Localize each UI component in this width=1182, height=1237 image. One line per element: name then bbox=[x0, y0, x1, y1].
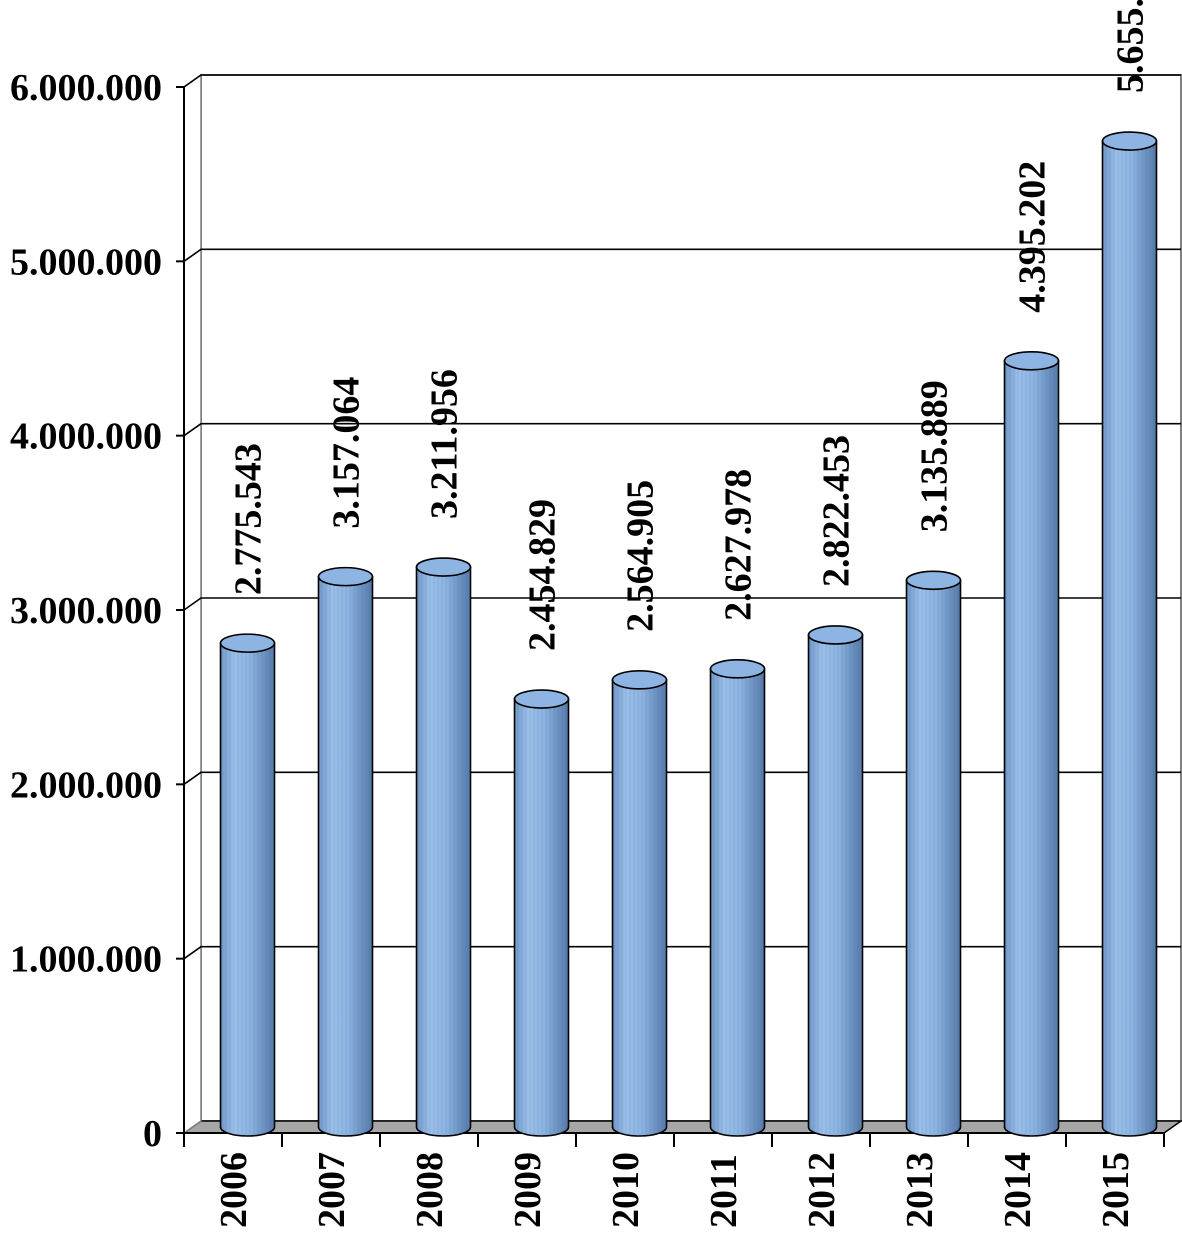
bar-2006 bbox=[219, 633, 276, 1137]
x-tick-label: 2015 bbox=[1095, 1152, 1137, 1228]
bar-texture bbox=[808, 634, 863, 1136]
bars: 2.775.543 3.157.064 3.211.956 2.454.829 2.56… bbox=[219, 0, 1158, 1137]
bar-top bbox=[905, 570, 962, 591]
bar-texture bbox=[1004, 360, 1059, 1136]
x-tick-label: 2012 bbox=[801, 1152, 843, 1228]
y-tick-label: 1.000.000 bbox=[10, 939, 162, 981]
value-label: 3.135.889 bbox=[914, 380, 956, 532]
bar-2014 bbox=[1003, 350, 1060, 1137]
bar-texture bbox=[416, 567, 471, 1136]
y-axis: 0 1.000.000 2.000.000 3.000.000 4.000.000 5.0… bbox=[10, 67, 185, 1155]
bar-2013 bbox=[905, 570, 962, 1137]
bar-2008 bbox=[415, 557, 472, 1137]
bar-top bbox=[807, 625, 864, 645]
gridline bbox=[183, 248, 1181, 262]
bar-top bbox=[611, 670, 668, 690]
value-label: 2.775.543 bbox=[228, 443, 270, 595]
x-tick-label: 2006 bbox=[213, 1152, 255, 1228]
bar-2007 bbox=[317, 566, 374, 1137]
y-tick-label: 4.000.000 bbox=[10, 416, 162, 458]
value-label: 3.157.064 bbox=[326, 377, 368, 529]
bar-top bbox=[1003, 350, 1060, 371]
value-label: 2.454.829 bbox=[522, 499, 564, 651]
bar-texture bbox=[1102, 141, 1157, 1137]
x-axis: 2006 2007 2008 2009 2010 2011 2012 2013 2014 2015 bbox=[183, 1132, 1165, 1228]
y-tick-label: 0 bbox=[143, 1113, 162, 1155]
x-tick-label: 2007 bbox=[311, 1152, 353, 1228]
bar-2011 bbox=[709, 659, 766, 1137]
x-tick-label: 2014 bbox=[997, 1152, 1039, 1228]
y-tick-label: 5.000.000 bbox=[10, 241, 162, 283]
value-label: 2.564.905 bbox=[620, 480, 662, 632]
bar-texture bbox=[710, 668, 765, 1136]
bar-texture bbox=[514, 699, 569, 1136]
y-tick-label: 6.000.000 bbox=[10, 67, 162, 109]
bar-2009 bbox=[513, 689, 570, 1137]
x-tick-label: 2008 bbox=[409, 1152, 451, 1228]
gridline bbox=[183, 422, 1181, 437]
value-label: 5.655.702 bbox=[1110, 0, 1152, 93]
bar-top bbox=[415, 557, 472, 577]
bar-top bbox=[709, 659, 766, 679]
value-label: 2.627.978 bbox=[718, 469, 760, 621]
bar-texture bbox=[318, 576, 373, 1136]
x-tick-label: 2013 bbox=[899, 1152, 941, 1228]
bar-top bbox=[317, 566, 374, 587]
value-label: 4.395.202 bbox=[1012, 161, 1054, 313]
gridline bbox=[183, 74, 1181, 88]
gridline bbox=[183, 597, 1181, 611]
value-label: 2.822.453 bbox=[816, 435, 858, 587]
bar-2010 bbox=[611, 670, 668, 1137]
y-tick-label: 3.000.000 bbox=[10, 590, 162, 632]
bar-2015 bbox=[1101, 131, 1158, 1137]
bar-2012 bbox=[807, 625, 864, 1137]
bar-top bbox=[513, 689, 570, 709]
bar-top bbox=[1101, 131, 1158, 151]
x-tick-label: 2010 bbox=[605, 1152, 647, 1228]
y-tick-label: 2.000.000 bbox=[10, 764, 162, 806]
bar-texture bbox=[906, 580, 961, 1136]
x-tick-label: 2011 bbox=[703, 1154, 745, 1228]
value-label: 3.211.956 bbox=[424, 369, 466, 519]
x-tick-label: 2009 bbox=[507, 1152, 549, 1228]
bar-top bbox=[219, 633, 276, 653]
bar-texture bbox=[612, 679, 667, 1136]
bar-texture bbox=[220, 643, 275, 1136]
